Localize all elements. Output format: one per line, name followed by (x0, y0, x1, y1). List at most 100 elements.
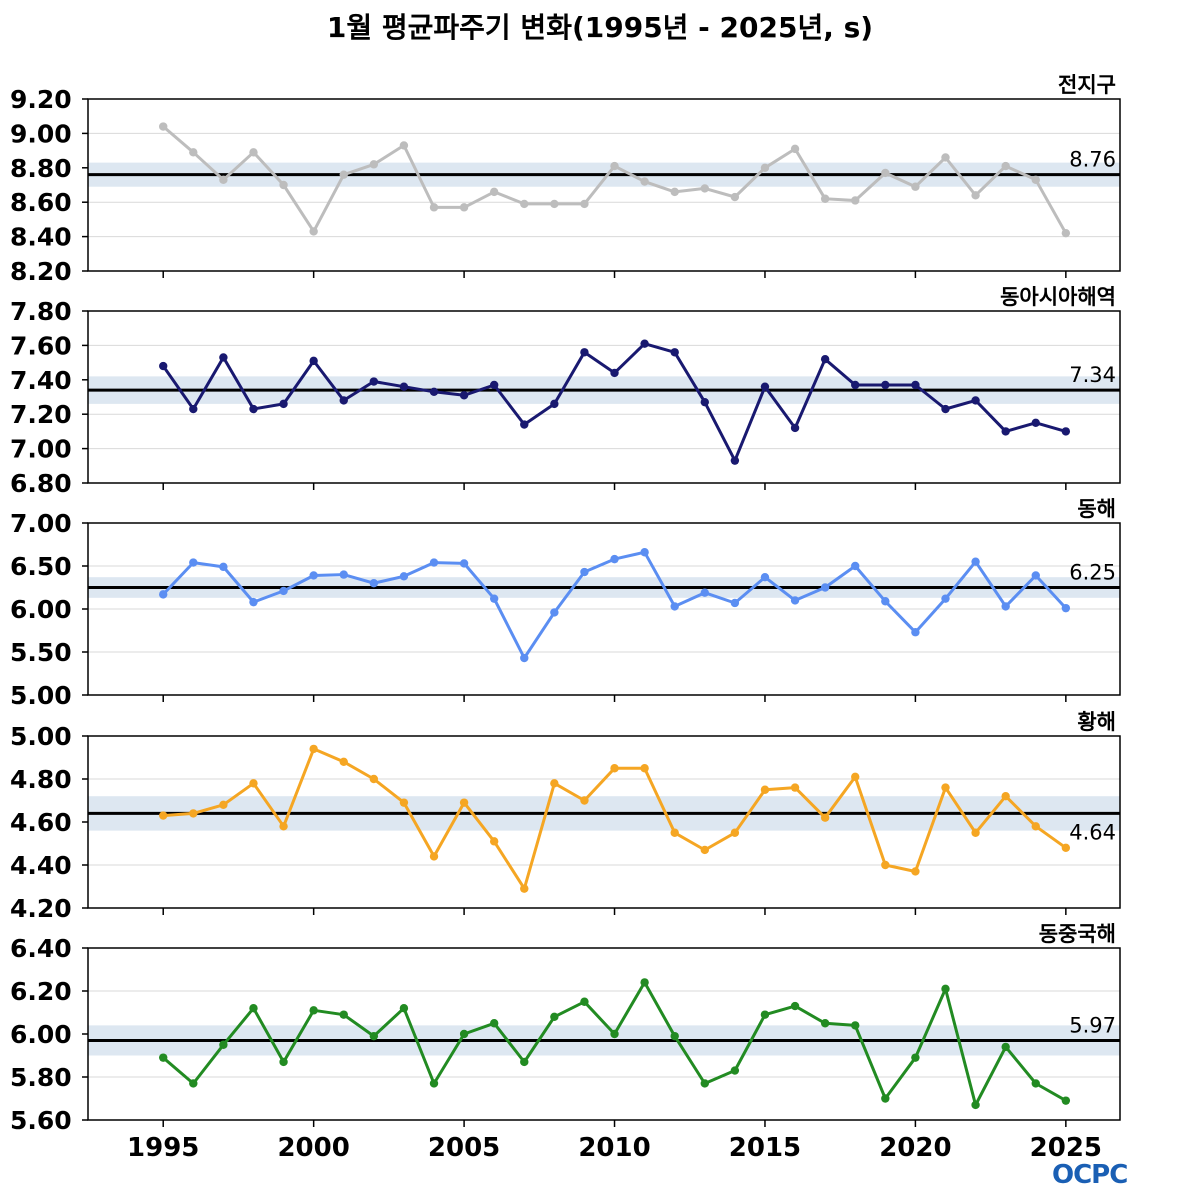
data-point (520, 1057, 529, 1067)
data-point (399, 572, 409, 581)
data-point (640, 978, 649, 987)
y-tick-label: 6.00 (10, 595, 72, 624)
data-point (429, 558, 439, 567)
data-point (550, 199, 559, 209)
panel-1: 8.76 8.20 8.40 8.60 8.80 9.00 9.20 전지구 (10, 73, 1121, 286)
data-point (309, 227, 318, 236)
data-point (309, 1006, 318, 1015)
data-point (760, 572, 770, 582)
data-point (399, 1004, 409, 1013)
data-point (369, 377, 379, 386)
data-point (730, 456, 740, 465)
y-tick-label: 7.20 (10, 400, 72, 429)
panel-frame (87, 98, 1121, 272)
data-point (760, 785, 770, 794)
x-tick-label: 1995 (127, 1133, 199, 1163)
data-point (249, 404, 258, 414)
data-point (189, 148, 198, 157)
data-point (640, 764, 649, 773)
chart-title: 1월 평균파주기 변화(1995년 - 2025년, s) (326, 11, 874, 44)
data-point (219, 1040, 228, 1049)
data-point (1061, 843, 1071, 852)
y-tick-label: 7.40 (10, 366, 72, 395)
mean-label: 8.76 (1069, 148, 1116, 172)
panel-name: 황해 (1077, 710, 1116, 734)
data-point (1001, 427, 1010, 436)
data-point (700, 1079, 709, 1088)
data-point (520, 653, 529, 663)
data-point (820, 194, 830, 203)
data-point (700, 588, 709, 597)
data-point (429, 203, 439, 212)
y-tick-label: 6.80 (10, 469, 72, 498)
data-point (279, 822, 288, 831)
ocpc-logo: OCPC (1052, 1160, 1128, 1190)
x-tick-label: 2005 (428, 1133, 500, 1163)
data-point (1031, 822, 1040, 831)
x-tick-label: 2000 (277, 1133, 349, 1163)
data-point (670, 187, 679, 197)
data-point (640, 339, 649, 348)
data-point (580, 199, 589, 209)
data-point (279, 586, 288, 596)
data-point (429, 852, 439, 861)
y-tick-label: 5.80 (10, 1063, 72, 1092)
data-point (489, 380, 499, 390)
data-point (189, 1079, 198, 1088)
data-point (339, 570, 348, 579)
data-point (489, 1019, 499, 1028)
data-point (399, 798, 409, 807)
data-point (309, 571, 318, 580)
y-tick-label: 5.60 (10, 1106, 72, 1135)
data-point (851, 772, 860, 782)
data-point (700, 184, 709, 193)
data-point (219, 175, 228, 185)
panel-frame (87, 310, 1121, 484)
data-point (279, 399, 288, 409)
data-point (1061, 603, 1071, 613)
y-tick-label: 4.60 (10, 808, 72, 837)
y-tick-label: 8.60 (10, 188, 72, 217)
data-point (339, 757, 348, 766)
data-point (459, 1029, 469, 1039)
data-point (369, 579, 379, 588)
data-point (399, 382, 409, 391)
y-tick-label: 4.80 (10, 765, 72, 794)
data-point (520, 884, 529, 893)
data-point (159, 1053, 168, 1062)
data-point (911, 380, 920, 390)
data-point (369, 1031, 379, 1041)
data-point (249, 1004, 258, 1013)
data-point (851, 380, 860, 390)
mean-label: 5.97 (1069, 1013, 1116, 1037)
series-line (162, 550, 1067, 660)
y-tick-label: 7.80 (10, 297, 72, 326)
panel-name: 동아시아해역 (1000, 285, 1116, 309)
data-point (760, 382, 770, 391)
data-point (459, 559, 469, 568)
data-point (730, 1066, 740, 1075)
data-point (941, 594, 950, 603)
data-point (1001, 161, 1010, 171)
data-point (911, 628, 920, 637)
y-tick-label: 4.40 (10, 851, 72, 880)
panel-name: 동해 (1077, 497, 1116, 521)
data-point (971, 396, 980, 405)
data-point (1001, 792, 1010, 801)
data-point (670, 1031, 679, 1041)
data-point (730, 192, 740, 202)
data-point (459, 203, 469, 212)
data-point (881, 1094, 890, 1103)
data-point (640, 548, 649, 557)
data-point (820, 354, 830, 364)
logo-text: OCPC (1052, 1160, 1128, 1190)
data-point (1031, 571, 1040, 580)
data-point (580, 997, 589, 1006)
data-point (790, 783, 800, 792)
panel-5: 5.97 5.60 5.80 6.00 6.20 6.40 동중국해 (10, 922, 1121, 1135)
data-point (851, 561, 860, 571)
data-point (159, 590, 168, 599)
data-point (489, 187, 499, 197)
data-point (610, 368, 619, 378)
